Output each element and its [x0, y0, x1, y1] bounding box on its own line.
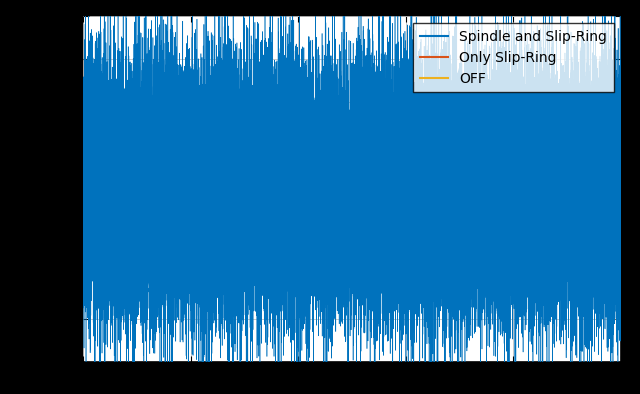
Only Slip-Ring: [79, 186, 87, 191]
Spindle and Slip-Ring: [371, 176, 379, 181]
Line: Spindle and Slip-Ring: Spindle and Slip-Ring: [83, 0, 621, 394]
Only Slip-Ring: [617, 186, 625, 190]
Spindle and Slip-Ring: [79, 157, 87, 162]
Only Slip-Ring: [371, 187, 379, 191]
OFF: [617, 180, 625, 185]
Line: OFF: OFF: [83, 151, 621, 222]
Only Slip-Ring: [209, 175, 216, 179]
OFF: [316, 220, 324, 225]
OFF: [116, 182, 124, 186]
OFF: [478, 190, 486, 195]
Only Slip-Ring: [116, 185, 124, 190]
OFF: [79, 178, 87, 183]
Only Slip-Ring: [478, 183, 486, 188]
Only Slip-Ring: [476, 150, 484, 155]
Spindle and Slip-Ring: [209, 272, 216, 277]
OFF: [371, 190, 379, 195]
Only Slip-Ring: [355, 229, 362, 234]
Spindle and Slip-Ring: [116, 211, 124, 216]
Spindle and Slip-Ring: [478, 170, 486, 175]
OFF: [285, 186, 293, 191]
OFF: [403, 183, 411, 188]
Spindle and Slip-Ring: [403, 241, 411, 245]
Only Slip-Ring: [285, 180, 293, 185]
Legend: Spindle and Slip-Ring, Only Slip-Ring, OFF: Spindle and Slip-Ring, Only Slip-Ring, O…: [413, 23, 614, 93]
Spindle and Slip-Ring: [617, 95, 625, 100]
OFF: [528, 149, 536, 154]
Line: Only Slip-Ring: Only Slip-Ring: [83, 152, 621, 232]
OFF: [209, 184, 216, 189]
Only Slip-Ring: [403, 191, 411, 196]
Spindle and Slip-Ring: [285, 182, 293, 187]
